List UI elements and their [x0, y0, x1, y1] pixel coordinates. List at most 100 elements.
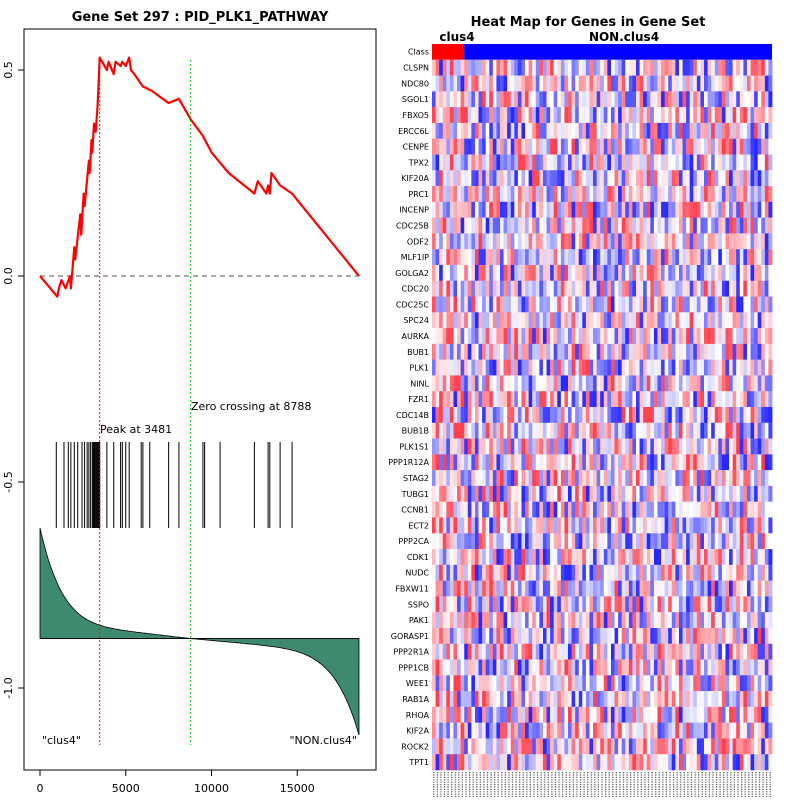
heat-cell	[503, 659, 508, 676]
heat-cell	[714, 91, 719, 108]
heat-cell	[482, 280, 487, 297]
heat-cell	[732, 154, 737, 171]
heat-cell	[464, 154, 469, 171]
heat-cell	[432, 91, 436, 108]
heat-cell	[614, 359, 619, 376]
heat-cell	[736, 359, 741, 376]
heat-cell	[507, 691, 512, 708]
heat-cell	[575, 264, 580, 282]
gene-label: RAB1A	[402, 695, 429, 704]
heat-cell	[754, 391, 759, 408]
heat-cell	[435, 75, 440, 92]
heat-cell	[474, 738, 479, 755]
heat-cell	[696, 501, 701, 518]
heat-cell	[578, 59, 583, 76]
heat-cell	[668, 122, 673, 139]
heat-cell	[596, 596, 601, 613]
heat-cell	[732, 59, 737, 76]
heat-cell	[711, 627, 716, 645]
heat-cell	[704, 91, 708, 108]
heat-cell	[743, 312, 748, 329]
heat-cell	[700, 501, 705, 518]
heat-cell	[525, 722, 530, 739]
heat-cell	[435, 312, 440, 329]
heat-cell	[639, 470, 644, 487]
heat-cell	[625, 107, 630, 124]
heat-cell	[457, 659, 462, 676]
heat-cell	[743, 391, 748, 408]
heat-cell	[510, 122, 515, 139]
heat-cell	[689, 217, 694, 234]
heat-cell	[542, 138, 547, 155]
heat-cell	[632, 359, 637, 376]
heat-cell	[535, 643, 540, 660]
heat-cell	[464, 485, 469, 502]
heat-cell	[714, 612, 719, 629]
heat-cell	[510, 470, 515, 487]
heat-cell	[507, 359, 512, 376]
heat-cell	[607, 233, 612, 250]
heat-cell	[560, 454, 565, 471]
heat-cell	[489, 485, 494, 502]
heat-cell	[521, 517, 526, 534]
heat-cell	[736, 580, 741, 597]
heat-cell	[478, 722, 483, 739]
heat-cell	[650, 170, 655, 187]
heat-cell	[482, 249, 487, 266]
heat-cell	[460, 580, 465, 597]
heat-cell	[496, 170, 501, 187]
heat-cell	[743, 580, 748, 597]
heat-cell	[639, 422, 644, 439]
heat-cell	[732, 107, 737, 124]
heat-cell	[496, 359, 501, 376]
heat-cell	[435, 280, 440, 297]
heat-cell	[704, 201, 708, 218]
heat-cell	[528, 407, 533, 424]
heat-cell	[571, 738, 576, 755]
heat-cell	[725, 407, 730, 424]
heat-cell	[546, 533, 551, 550]
heat-cell	[517, 706, 522, 723]
heat-cell	[693, 391, 698, 408]
heat-cell	[621, 217, 626, 234]
heat-cell	[596, 107, 601, 124]
heat-cell	[467, 217, 472, 234]
heat-cell	[578, 438, 583, 455]
heat-cell	[632, 659, 637, 676]
heat-cell	[650, 564, 655, 581]
heat-cell	[596, 91, 601, 108]
heat-cell	[507, 754, 512, 771]
heat-cell	[432, 75, 436, 92]
heat-cell	[550, 122, 555, 139]
heat-cell	[532, 627, 537, 645]
heat-cell	[507, 154, 512, 171]
heat-cell	[628, 485, 633, 502]
heat-cell	[618, 328, 623, 345]
heat-cell	[653, 580, 658, 597]
heat-cell	[560, 549, 565, 566]
heat-cell	[610, 249, 615, 266]
heat-cell	[539, 138, 544, 155]
heat-cell	[689, 122, 694, 139]
heat-cell	[432, 485, 436, 502]
heat-cell	[546, 485, 551, 502]
heat-cell	[614, 596, 619, 613]
heat-cell	[625, 170, 630, 187]
heat-cell	[489, 422, 494, 439]
heat-cell	[442, 706, 447, 723]
heat-cell	[600, 485, 605, 502]
heat-cell	[500, 217, 504, 234]
heat-cell	[764, 691, 769, 708]
heat-cell	[746, 627, 751, 645]
heat-cell	[636, 706, 640, 723]
heat-cell	[661, 280, 666, 297]
heat-cell	[542, 596, 547, 613]
heat-cell	[478, 296, 483, 313]
heat-cell	[693, 170, 698, 187]
heat-cell	[557, 485, 562, 502]
heat-cell	[657, 233, 662, 250]
heat-cell	[528, 249, 533, 266]
heat-cell	[557, 612, 562, 629]
heat-cell	[754, 138, 759, 155]
